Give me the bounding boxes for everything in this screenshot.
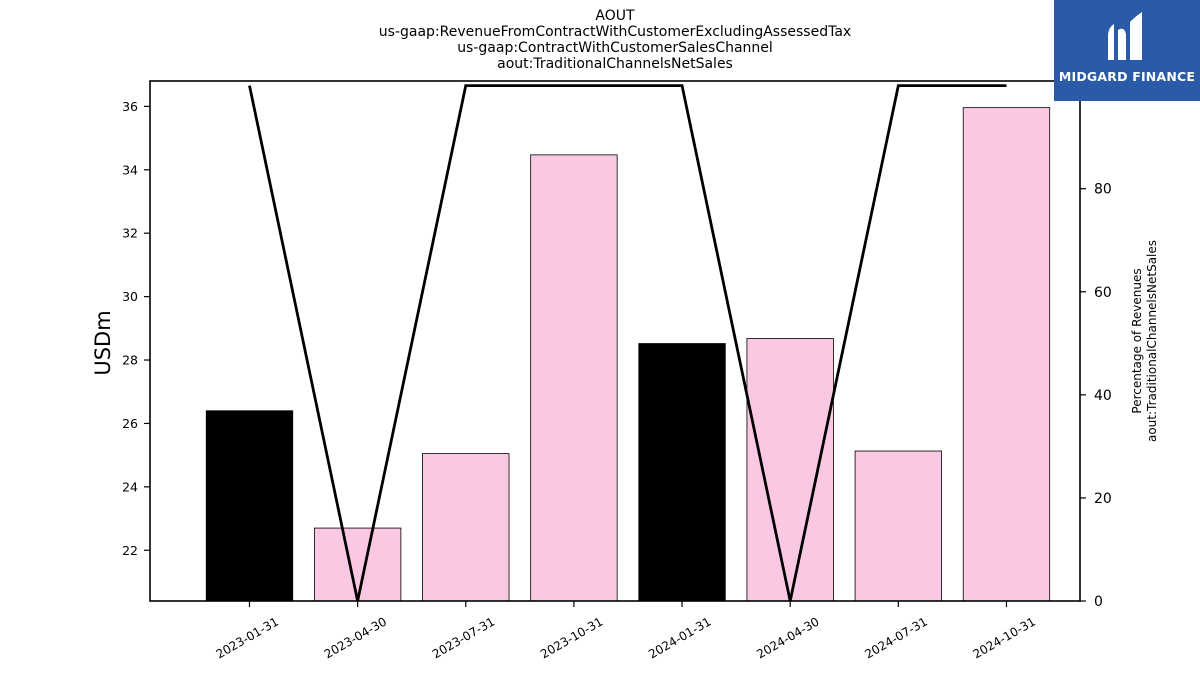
- title-line: aout:TraditionalChannelsNetSales: [497, 56, 733, 72]
- y-tick-label: 26: [122, 416, 138, 431]
- y-axis-label: USDm: [91, 310, 115, 375]
- x-tick-label: 2024-07-31: [862, 614, 929, 661]
- bar: [205, 410, 294, 602]
- bar: [854, 450, 942, 602]
- y-tick-label: 34: [122, 162, 138, 177]
- y2-tick-label: 20: [1094, 491, 1112, 507]
- y-tick-label: 32: [122, 226, 138, 241]
- bar: [422, 453, 510, 602]
- y-tick-label: 30: [122, 289, 138, 304]
- logo-name: MIDGARD FINANCE: [1058, 69, 1196, 84]
- y2-axis-label: Percentage of Revenues: [1130, 268, 1144, 413]
- x-tick-label: 2024-04-30: [754, 614, 821, 661]
- y-tick-label: 22: [122, 543, 138, 558]
- y-tick-label: 24: [122, 479, 138, 494]
- x-tick-label: 2023-01-31: [214, 614, 281, 661]
- y2-tick-label: 0: [1094, 594, 1103, 610]
- chart-title: AOUTus-gaap:RevenueFromContractWithCusto…: [379, 8, 851, 72]
- y-tick-label: 36: [122, 99, 138, 114]
- line-series: [248, 84, 1007, 602]
- title-line: us-gaap:RevenueFromContractWithCustomerE…: [379, 24, 851, 40]
- bar: [638, 343, 726, 602]
- line-path: [248, 84, 1007, 602]
- midgard-logo-icon: [1108, 12, 1142, 60]
- bar: [313, 527, 402, 602]
- x-tick-label: 2023-04-30: [322, 614, 389, 661]
- y-tick-label: 28: [122, 353, 138, 368]
- midgard-finance-logo: MIDGARD FINANCE: [1054, 0, 1200, 101]
- x-tick-label: 2024-10-31: [971, 614, 1038, 661]
- y2-tick-label: 80: [1094, 182, 1112, 198]
- title-line: AOUT: [595, 8, 635, 24]
- plot-frame: [149, 80, 1081, 602]
- bar: [962, 107, 1051, 602]
- y2-tick-label: 40: [1094, 388, 1112, 404]
- bar: [746, 338, 834, 602]
- bar: [530, 154, 618, 602]
- y2-tick-label: 60: [1094, 285, 1112, 301]
- bar-series: [205, 107, 1051, 602]
- y2-axis-label: aout:TraditionalChannelsNetSales: [1145, 240, 1159, 442]
- x-tick-label: 2024-01-31: [646, 614, 713, 661]
- title-line: us-gaap:ContractWithCustomerSalesChannel: [457, 40, 773, 56]
- x-tick-label: 2023-10-31: [538, 614, 605, 661]
- x-tick-label: 2023-07-31: [430, 614, 497, 661]
